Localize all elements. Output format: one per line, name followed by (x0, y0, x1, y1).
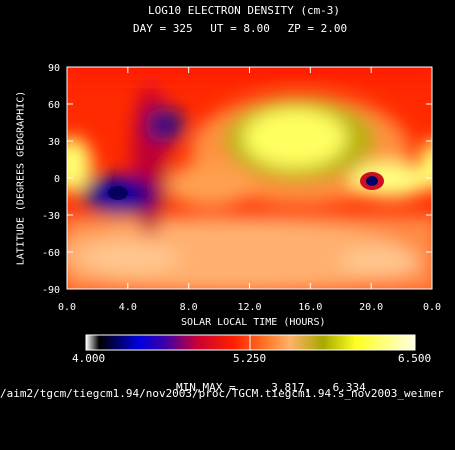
y-ticks: 90 60 30 0 -30 -60 -90 (42, 63, 432, 296)
y-tick-label: 0 (54, 174, 60, 185)
x-ticks: 0.0 4.0 8.0 12.0 16.0 20.0 0.0 (58, 67, 441, 313)
x-tick-label: 12.0 (237, 302, 261, 313)
hotspot-core (366, 176, 378, 186)
footer-path-wrapper: /aim2/tgcm/tiegcm1.94/nov2003/proc/TGCM.… (0, 388, 455, 400)
colorbar-min-label: 4.000 (72, 352, 106, 365)
min-value: 3.817, (271, 381, 311, 394)
footer-path: /aim2/tgcm/tiegcm1.94/nov2003/proc/TGCM.… (0, 388, 444, 400)
x-tick-label: 0.0 (423, 302, 441, 313)
y-tick-label: 90 (48, 63, 60, 74)
y-tick-label: 60 (48, 100, 60, 111)
x-tick-label: 16.0 (298, 302, 322, 313)
ut-label: UT = 8.00 (210, 22, 270, 35)
x-tick-label: 8.0 (180, 302, 198, 313)
minimum-core (108, 186, 128, 200)
y-tick-label: -30 (42, 211, 60, 222)
colorbar-max-label: 6.500 (398, 352, 432, 365)
zp-label: ZP = 2.00 (287, 22, 348, 35)
min-max-label: MIN,MAX = (176, 381, 236, 394)
x-tick-label: 20.0 (359, 302, 383, 313)
x-axis-title: SOLAR LOCAL TIME (HOURS) (181, 317, 326, 328)
y-tick-label: 30 (48, 137, 60, 148)
y-tick-label: -60 (42, 248, 60, 259)
chart-subtitle: DAY = 325 UT = 8.00 ZP = 2.00 (133, 17, 347, 36)
day-label: DAY = 325 (133, 22, 193, 35)
x-tick-label: 0.0 (58, 302, 76, 313)
x-tick-label: 4.0 (119, 302, 137, 313)
colorbar-mid-label: 5.250 (233, 352, 267, 365)
min-max-stats: MIN,MAX = 3.817, 6.334 (176, 376, 366, 395)
y-axis-title: LATITUDE (DEGREES GEOGRAPHIC) (15, 90, 27, 266)
chart-title: LOG10 ELECTRON DENSITY (cm-3) (148, 4, 341, 17)
max-value: 6.334 (332, 381, 366, 394)
y-tick-label: -90 (42, 285, 60, 296)
heatmap-field (67, 67, 432, 289)
